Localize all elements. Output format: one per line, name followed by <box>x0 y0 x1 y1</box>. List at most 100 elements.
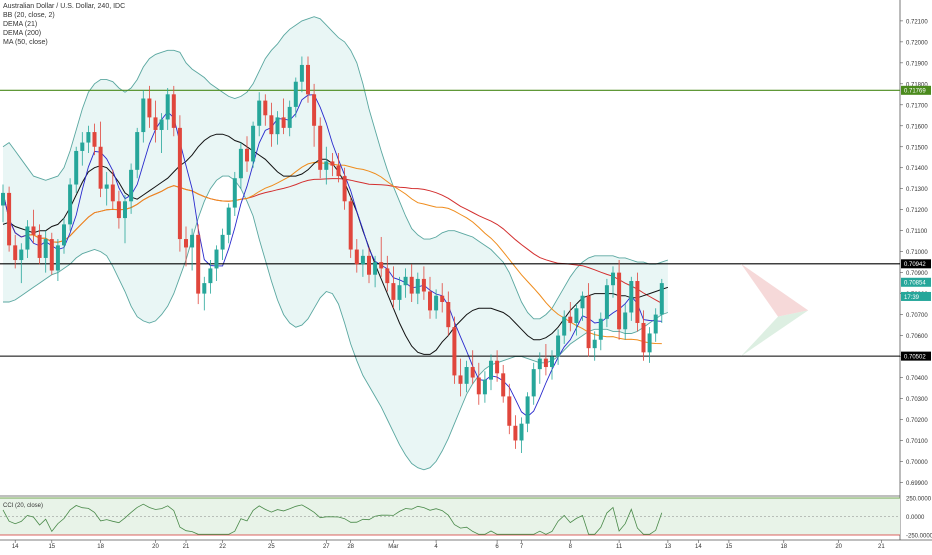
y-tick-label: 0.71100 <box>906 229 928 235</box>
candle-body <box>336 165 341 177</box>
candle-body <box>385 268 390 284</box>
candle-body <box>611 272 615 286</box>
y-tick-label: 0.70100 <box>906 439 928 445</box>
x-tick-label: 25 <box>268 544 275 550</box>
candle-body <box>629 281 634 313</box>
candle-body <box>617 272 622 330</box>
y-tick-label: 0.70900 <box>906 271 928 277</box>
x-tick-label: Mar <box>388 544 398 550</box>
chart-title: Australian Dollar / U.S. Dollar, 240, ID… <box>3 3 126 10</box>
candle-body <box>171 94 176 128</box>
candle-body <box>31 226 36 235</box>
x-tick-label: 8 <box>569 544 573 550</box>
forecast-upper-cone <box>741 263 809 317</box>
indicator-dema21-label: DEMA (21) <box>3 21 38 28</box>
x-tick-label: 22 <box>219 544 226 550</box>
candle-body <box>123 201 127 219</box>
candle-body <box>104 184 109 189</box>
x-tick-label: 18 <box>780 544 787 550</box>
candle-body <box>543 358 548 368</box>
candle-body <box>55 245 60 271</box>
candle-body <box>428 291 432 311</box>
indicator-bb-label: BB (20, close, 2) <box>3 12 55 19</box>
candle-body <box>263 100 268 116</box>
level-price-tag <box>901 259 931 269</box>
level-price-label: 0.71769 <box>904 89 926 95</box>
x-tick-label: 21 <box>183 544 190 550</box>
x-tick-label: 4 <box>434 544 438 550</box>
candle-body <box>257 100 262 126</box>
y-tick-label: 0.71200 <box>906 208 928 214</box>
candle-body <box>513 425 518 441</box>
candle-body <box>403 276 408 286</box>
candle-body <box>177 127 182 240</box>
y-tick-label: 0.71400 <box>906 166 928 172</box>
candle-body <box>92 132 97 147</box>
candle-body <box>68 184 73 225</box>
candle-body <box>184 239 188 248</box>
x-tick-label: 14 <box>695 544 702 550</box>
candle-body <box>360 255 365 265</box>
x-tick-label: 13 <box>665 544 672 550</box>
bb-basis-line <box>2 133 669 355</box>
level-price-tag <box>901 85 931 95</box>
candle-body <box>354 249 359 265</box>
current-price-tag <box>901 277 931 287</box>
level-price-label: 0.70502 <box>904 354 926 360</box>
y-tick-label: 0.71900 <box>906 61 928 67</box>
candle-body <box>220 234 225 250</box>
candle-body <box>598 318 603 340</box>
level-price-label: 0.70942 <box>904 262 926 268</box>
candle-body <box>190 234 195 248</box>
candle-body <box>562 316 567 336</box>
candle-body <box>397 285 402 300</box>
candle-body <box>25 226 30 250</box>
candle-body <box>153 117 158 130</box>
candle-body <box>568 316 573 323</box>
bb-upper-line <box>2 16 669 320</box>
candle-body <box>556 335 561 357</box>
candle-body <box>165 94 170 120</box>
osc-tick-label: -250.0000 <box>906 534 932 540</box>
x-tick-label: 15 <box>726 544 733 550</box>
candle-body <box>635 281 640 323</box>
candle-body <box>86 132 91 143</box>
candle-body <box>147 98 152 118</box>
candle-body <box>525 396 530 424</box>
candle-body <box>482 379 487 395</box>
candle-body <box>550 356 554 368</box>
candle-body <box>306 64 310 95</box>
candle-body <box>238 148 243 179</box>
candle-body <box>495 360 500 374</box>
y-tick-label: 0.72000 <box>906 40 928 46</box>
candle-body <box>470 367 475 378</box>
candle-body <box>507 396 512 426</box>
candle-body <box>458 375 463 384</box>
candle-body <box>659 283 664 315</box>
candle-body <box>281 117 286 128</box>
bb-lower-line <box>3 175 669 471</box>
candle-body <box>531 369 536 397</box>
cci-line <box>2 503 663 535</box>
candle-body <box>574 308 579 323</box>
candle-body <box>476 377 481 395</box>
candle-body <box>440 295 445 302</box>
candle-body <box>135 132 140 170</box>
y-tick-label: 0.71000 <box>906 250 928 256</box>
candle-body <box>299 64 304 82</box>
y-tick-label: 0.71600 <box>906 124 928 130</box>
candle-body <box>434 295 439 311</box>
candle-body <box>647 333 652 353</box>
x-tick-label: 27 <box>323 544 330 550</box>
candle-body <box>391 283 396 300</box>
candle-body <box>275 117 280 135</box>
chart-legend: Australian Dollar / U.S. Dollar, 240, ID… <box>3 2 125 47</box>
x-tick-label: 6 <box>495 544 499 550</box>
candle-body <box>1 192 5 206</box>
candle-body <box>196 234 201 294</box>
current-price-label: 0.70854 <box>904 281 926 287</box>
candle-body <box>312 94 317 126</box>
y-tick-label: 0.71700 <box>906 103 928 109</box>
candle-body <box>592 339 597 349</box>
